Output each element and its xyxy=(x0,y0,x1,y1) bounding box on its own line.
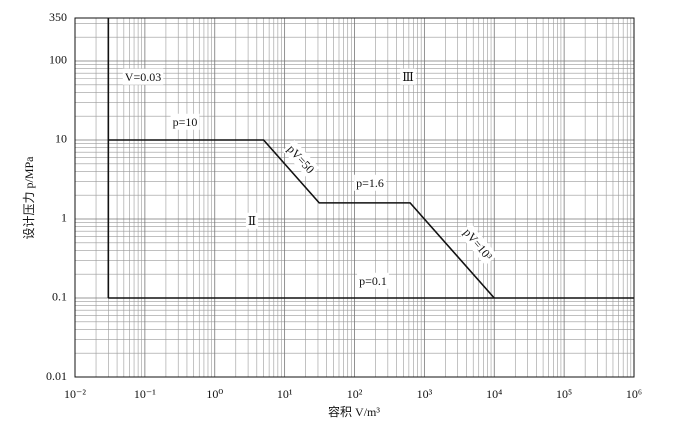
annotation: V=0.03 xyxy=(122,68,164,85)
x-tick-label: 10³ xyxy=(417,387,433,401)
annotation: Ⅲ xyxy=(400,68,416,85)
x-tick-label: 10¹ xyxy=(277,387,293,401)
annotation-text: p=1.6 xyxy=(356,176,384,190)
annotation-background xyxy=(245,212,259,229)
annotation: p=1.6 xyxy=(354,174,386,191)
y-tick-label: 350 xyxy=(49,10,67,24)
annotation: pV=50 xyxy=(282,139,320,179)
annotation: Ⅱ xyxy=(245,212,259,229)
annotation-background xyxy=(400,68,416,85)
x-axis-label: 容积 V/m³ xyxy=(328,404,380,419)
annotation: p=0.1 xyxy=(357,272,389,289)
x-tick-label: 10⁻² xyxy=(64,387,86,401)
annotation: p=10 xyxy=(170,113,200,130)
annotation: pV=10³ xyxy=(458,223,498,266)
boundary-line xyxy=(108,139,495,299)
x-tick-label: 10² xyxy=(347,387,363,401)
x-tick-label: 10⁴ xyxy=(486,387,502,401)
annotation-text: p=10 xyxy=(173,115,198,129)
annotation-background xyxy=(357,272,389,289)
annotation-background xyxy=(458,223,498,266)
annotation-text: Ⅱ xyxy=(248,214,256,228)
annotation-background xyxy=(170,113,200,130)
y-tick-label: 10 xyxy=(55,132,67,146)
y-tick-label: 100 xyxy=(49,53,67,67)
y-axis-label: 设计压力 p/MPa xyxy=(22,156,36,240)
annotation-background xyxy=(354,174,386,191)
y-tick-label: 1 xyxy=(61,211,67,225)
y-tick-label: 0.1 xyxy=(52,290,67,304)
plot-frame xyxy=(74,17,635,378)
annotation-text: Ⅲ xyxy=(402,70,414,84)
annotation-text: V=0.03 xyxy=(125,70,161,84)
x-tick-label: 10⁵ xyxy=(556,387,572,401)
annotation-background xyxy=(122,68,164,85)
x-tick-label: 10⁻¹ xyxy=(134,387,156,401)
x-tick-label: 10⁶ xyxy=(626,387,642,401)
x-tick-label: 10⁰ xyxy=(206,387,223,401)
y-tick-label: 0.01 xyxy=(46,369,67,383)
annotation-background xyxy=(282,139,320,179)
annotation-text: p=0.1 xyxy=(359,274,387,288)
